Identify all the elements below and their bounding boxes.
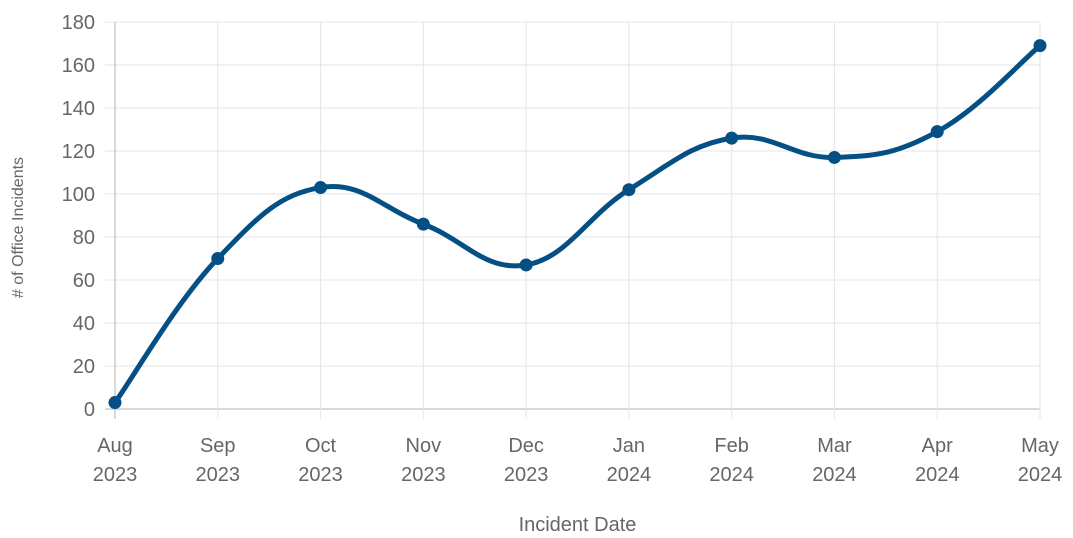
data-point[interactable] [416,217,430,231]
data-point[interactable] [519,258,533,272]
x-tick-label: Feb 2024 [709,435,754,486]
data-point[interactable] [622,183,636,197]
y-tick-label: 120 [62,141,95,163]
data-point[interactable] [108,396,122,410]
x-tick-label: Oct 2023 [298,435,343,486]
y-tick-label: 180 [62,12,95,34]
data-point[interactable] [1033,39,1047,53]
y-axis-title: # of Office Incidents [10,157,27,298]
y-tick-label: 160 [62,55,95,77]
x-tick-label: Apr 2024 [915,435,960,486]
y-tick-label: 60 [73,270,95,292]
x-tick-label: Jan 2024 [607,435,652,486]
y-tick-label: 80 [73,227,95,249]
x-tick-label: May 2024 [1018,435,1063,486]
x-tick-label: Mar 2024 [812,435,857,486]
data-point[interactable] [930,125,944,139]
x-tick-label: Aug 2023 [93,435,138,486]
axis-layer: 0 20 40 60 80 100 120 140 160 180 Aug 2023 Sep 2023 Oc… [62,12,1063,486]
series-line [112,43,1043,406]
data-point[interactable] [827,150,841,164]
x-tick-label: Sep 2023 [196,435,241,486]
x-axis-title: Incident Date [519,514,637,536]
data-point[interactable] [211,252,225,265]
series-layer [108,39,1047,410]
y-tick-label: 100 [62,184,95,206]
y-tick-label: 40 [73,313,95,335]
grid-layer [105,21,1041,419]
data-point[interactable] [725,131,739,145]
x-tick-label: Nov 2023 [401,435,446,486]
data-point[interactable] [314,181,328,195]
y-tick-label: 140 [62,98,95,120]
y-tick-label: 0 [84,399,95,421]
y-tick-label: 20 [73,356,95,378]
x-tick-label: Dec 2023 [504,435,549,486]
